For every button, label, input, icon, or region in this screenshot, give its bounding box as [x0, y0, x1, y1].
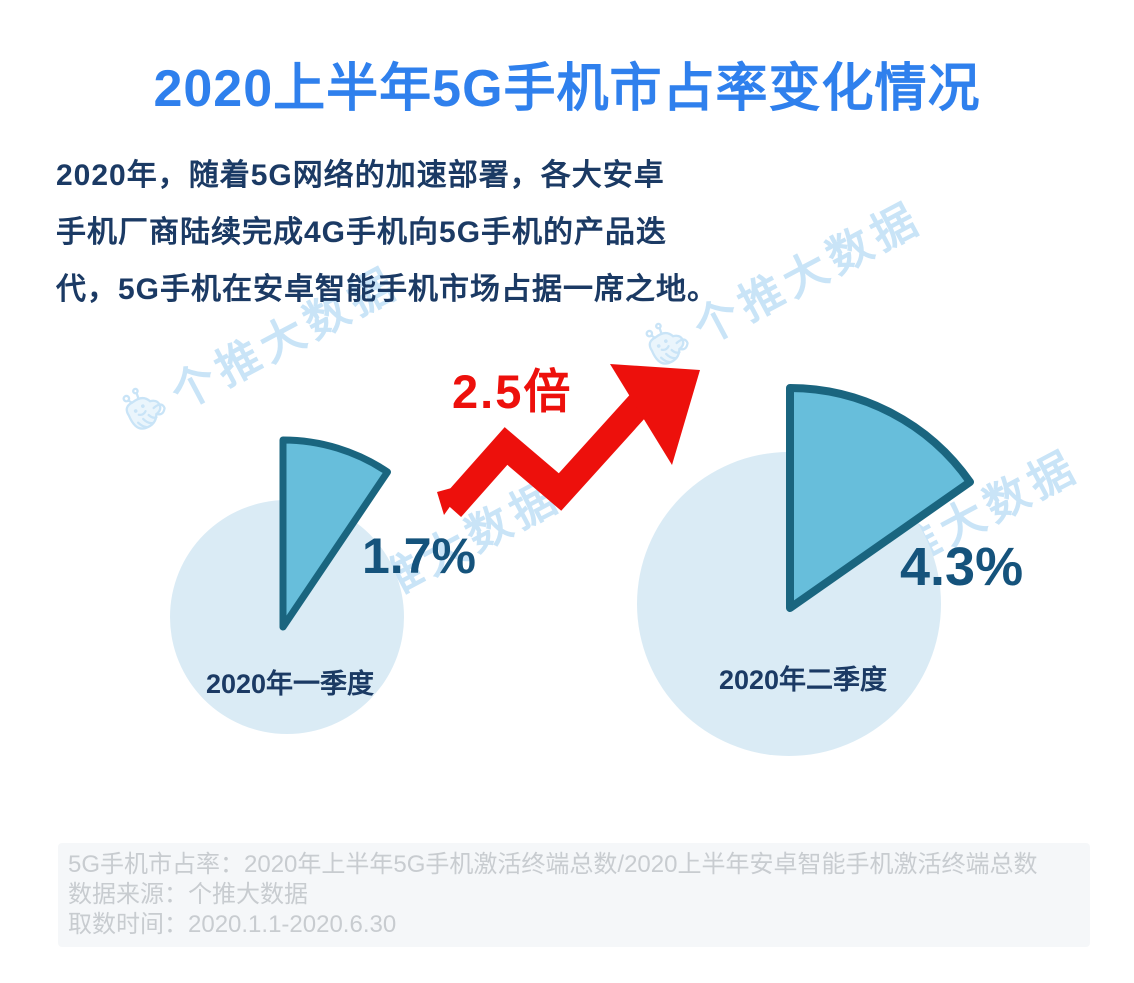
growth-arrow-icon — [437, 364, 700, 517]
intro-line-3: 代，5G手机在安卓智能手机市场占据一席之地。 — [56, 273, 719, 306]
footnote-definition: 5G手机市占率：2020年上半年5G手机激活终端总数/2020上半年安卓智能手机… — [68, 851, 1038, 878]
q2-category-label: 2020年二季度 — [718, 665, 888, 695]
footnote-panel: 5G手机市占率：2020年上半年5G手机激活终端总数/2020上半年安卓智能手机… — [58, 843, 1090, 947]
footnote-data-source: 数据来源：个推大数据 — [68, 881, 308, 908]
q2-value-label: 4.3% — [900, 537, 1024, 597]
q1-category-label: 2020年一季度 — [205, 669, 375, 699]
q1-value-label: 1.7% — [362, 528, 476, 584]
q2-pie-wedge — [786, 384, 974, 612]
q1-pie-wedge — [279, 436, 391, 631]
intro-line-1: 2020年，随着5G网络的加速部署，各大安卓 — [56, 159, 665, 192]
growth-multiplier-label: 2.5倍 — [452, 365, 573, 418]
intro-line-2: 手机厂商陆续完成4G手机向5G手机的产品迭 — [56, 216, 668, 249]
page-title: 2020上半年5G手机市占率变化情况 — [153, 60, 981, 118]
footnote-time-range: 取数时间：2020.1.1-2020.6.30 — [68, 911, 397, 938]
